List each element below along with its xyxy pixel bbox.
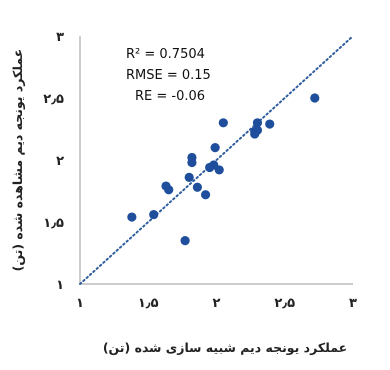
y-tick-label: ۱٫۵ — [43, 216, 64, 231]
data-point — [184, 172, 194, 182]
y-tick-label: ۲٫۵ — [43, 92, 64, 107]
data-point — [187, 152, 197, 163]
r-squared-annotation: R² = 0.7504 — [126, 47, 205, 62]
y-tick-label: ۳ — [56, 30, 64, 45]
re-annotation: RE = -0.06 — [135, 89, 205, 104]
x-axis-label: عملکرد یونجه دیم شبیه سازی شده (تن) — [103, 340, 347, 355]
x-tick-label: ۲٫۵ — [274, 296, 295, 311]
data-points — [127, 93, 320, 246]
data-point — [310, 93, 320, 103]
x-tick-label: ۱٫۵ — [138, 296, 159, 311]
data-point — [265, 119, 275, 129]
data-point — [180, 236, 190, 246]
data-point — [252, 118, 263, 128]
data-point — [164, 185, 174, 195]
y-tick-labels: ۱ ۱٫۵ ۲ ۲٫۵ ۳ — [43, 30, 64, 293]
y-tick-label: ۱ — [56, 278, 64, 293]
data-point — [200, 190, 211, 200]
data-point — [214, 165, 224, 175]
x-tick-label: ۳ — [349, 296, 357, 311]
data-point — [127, 212, 137, 222]
y-tick-label: ۲ — [56, 154, 64, 169]
data-point — [252, 125, 263, 135]
x-tick-label: ۲ — [213, 296, 221, 311]
rmse-annotation: RMSE = 0.15 — [126, 68, 211, 83]
reference-line-1to1 — [79, 35, 354, 285]
y-axis-label: عملکرد یونجه دیم مشاهده شده (تن) — [10, 49, 25, 272]
x-tick-label: ۱ — [76, 296, 84, 311]
data-point — [149, 209, 159, 220]
x-tick-labels: ۱ ۱٫۵ ۲ ۲٫۵ ۳ — [76, 296, 357, 311]
data-point — [218, 118, 228, 128]
data-point — [192, 182, 202, 192]
data-point — [210, 143, 220, 153]
